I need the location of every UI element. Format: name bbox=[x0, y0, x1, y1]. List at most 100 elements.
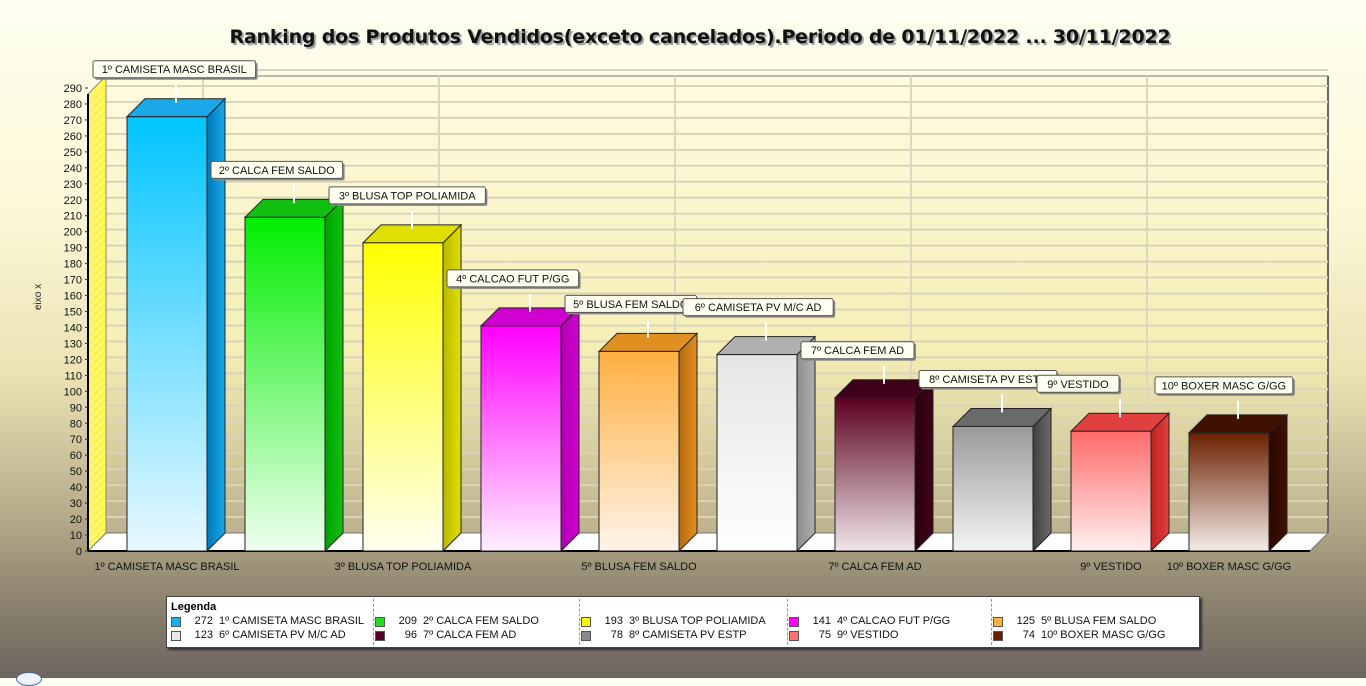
legend-divider bbox=[579, 599, 580, 645]
bar[interactable] bbox=[125, 84, 227, 553]
legend-item: 141 4º CALCAO FUT P/GG bbox=[789, 615, 989, 628]
bar[interactable] bbox=[1069, 399, 1171, 553]
y-tick-label: 150 bbox=[64, 307, 82, 319]
svg-text:2º CALCA FEM SALDO: 2º CALCA FEM SALDO bbox=[219, 165, 335, 177]
legend-swatch bbox=[789, 631, 799, 641]
legend-item: 78 8º CAMISETA PV ESTP bbox=[581, 629, 781, 642]
bar-callout-label: 9º VESTIDO bbox=[1036, 374, 1121, 395]
bar[interactable] bbox=[715, 322, 817, 553]
y-tick-label: 290 bbox=[64, 83, 82, 95]
bar-callout-label: 2º CALCA FEM SALDO bbox=[210, 160, 345, 181]
legend-swatch bbox=[993, 617, 1003, 627]
x-tick-label: 10º BOXER MASC G/GG bbox=[1167, 561, 1291, 573]
bar[interactable] bbox=[951, 394, 1053, 553]
x-tick-label: 5º BLUSA FEM SALDO bbox=[581, 561, 697, 573]
legend-label: 3º BLUSA TOP POLIAMIDA bbox=[629, 615, 766, 627]
legend-item: 75 9º VESTIDO bbox=[789, 629, 989, 642]
legend-value: 78 bbox=[610, 629, 623, 641]
legend-item: 209 2º CALCA FEM SALDO bbox=[375, 615, 575, 628]
svg-text:5º BLUSA FEM SALDO: 5º BLUSA FEM SALDO bbox=[573, 299, 689, 311]
x-tick-label: 9º VESTIDO bbox=[1080, 561, 1142, 573]
bar[interactable] bbox=[833, 365, 935, 553]
x-tick-label: 7º CALCA FEM AD bbox=[828, 561, 921, 573]
legend-swatch bbox=[171, 617, 181, 627]
legend-value: 125 bbox=[1016, 615, 1035, 627]
bar[interactable] bbox=[361, 210, 463, 553]
bar-chart-3d: 0 10 20 30 40 50 60 70 80 90 100 110 120 130 140 150 160… bbox=[64, 60, 1330, 573]
y-tick-label: 50 bbox=[70, 466, 82, 478]
y-tick-label: 190 bbox=[64, 243, 82, 255]
y-tick-label: 270 bbox=[64, 115, 82, 127]
y-tick-label: 0 bbox=[76, 546, 82, 558]
bar[interactable] bbox=[243, 185, 345, 553]
svg-text:4º CALCAO FUT P/GG: 4º CALCAO FUT P/GG bbox=[456, 273, 569, 285]
y-tick-label: 20 bbox=[70, 514, 82, 526]
y-tick-label: 120 bbox=[64, 354, 82, 366]
y-tick-label: 260 bbox=[64, 131, 82, 143]
legend-value: 193 bbox=[604, 615, 623, 627]
legend-item: 96 7º CALCA FEM AD bbox=[375, 629, 575, 642]
y-tick-label: 130 bbox=[64, 338, 82, 350]
y-tick-label: 220 bbox=[64, 195, 82, 207]
legend-value: 209 bbox=[398, 615, 417, 627]
x-tick-label: 3º BLUSA TOP POLIAMIDA bbox=[335, 561, 472, 573]
x-tick-label: 1º CAMISETA MASC BRASIL bbox=[94, 561, 239, 573]
y-tick-label: 60 bbox=[70, 450, 82, 462]
y-tick-label: 100 bbox=[64, 386, 82, 398]
y-tick-label: 200 bbox=[64, 227, 82, 239]
bar-callout-label: 7º CALCA FEM AD bbox=[800, 341, 916, 361]
svg-text:9º VESTIDO: 9º VESTIDO bbox=[1047, 379, 1109, 391]
svg-text:10º BOXER MASC G/GG: 10º BOXER MASC G/GG bbox=[1162, 380, 1286, 392]
y-tick-label: 30 bbox=[70, 498, 82, 510]
y-tick-label: 80 bbox=[70, 418, 82, 430]
legend-label: 9º VESTIDO bbox=[837, 629, 899, 641]
svg-text:3º BLUSA TOP POLIAMIDA: 3º BLUSA TOP POLIAMIDA bbox=[339, 190, 476, 202]
legend-label: 5º BLUSA FEM SALDO bbox=[1041, 615, 1157, 627]
y-tick-label: 180 bbox=[64, 259, 82, 271]
y-tick-label: 210 bbox=[64, 211, 82, 223]
y-tick-label: 10 bbox=[70, 530, 82, 542]
bar-callout-label: 6º CAMISETA PV M/C AD bbox=[682, 298, 836, 318]
legend-item: 74 10º BOXER MASC G/GG bbox=[993, 629, 1193, 642]
legend-divider bbox=[373, 599, 374, 645]
svg-text:6º CAMISETA PV M/C AD: 6º CAMISETA PV M/C AD bbox=[695, 302, 822, 314]
bar-callout-label: 10º BOXER MASC G/GG bbox=[1154, 376, 1295, 396]
legend-label: 1º CAMISETA MASC BRASIL bbox=[219, 615, 365, 627]
legend-swatch bbox=[375, 631, 385, 641]
legend-value: 74 bbox=[1022, 629, 1035, 641]
chart-title: Ranking dos Produtos Vendidos(exceto can… bbox=[229, 26, 1171, 48]
bar[interactable] bbox=[479, 293, 581, 553]
bar-callout-label: 8º CAMISETA PV ESTP bbox=[918, 369, 1059, 390]
legend-swatch bbox=[993, 631, 1003, 641]
legend-label: 4º CALCAO FUT P/GG bbox=[837, 615, 951, 627]
svg-text:8º CAMISETA PV ESTP: 8º CAMISETA PV ESTP bbox=[929, 374, 1047, 386]
legend-swatch bbox=[171, 631, 181, 641]
legend-value: 141 bbox=[812, 615, 831, 627]
bar[interactable] bbox=[597, 319, 699, 553]
legend-label: 2º CALCA FEM SALDO bbox=[423, 615, 539, 627]
y-tick-label: 240 bbox=[64, 163, 82, 175]
y-tick-label: 170 bbox=[64, 275, 82, 287]
legend-swatch bbox=[581, 617, 591, 627]
y-tick-label: 110 bbox=[64, 370, 82, 382]
svg-text:7º CALCA FEM AD: 7º CALCA FEM AD bbox=[811, 345, 904, 357]
y-tick-label: 40 bbox=[70, 482, 82, 494]
bar-callout-label: 3º BLUSA TOP POLIAMIDA bbox=[328, 186, 488, 206]
legend-item: 123 6º CAMISETA PV M/C AD bbox=[171, 629, 371, 642]
legend-divider bbox=[991, 599, 992, 645]
legend-divider bbox=[787, 599, 788, 645]
corner-widget-icon[interactable] bbox=[16, 672, 42, 686]
legend-swatch bbox=[375, 617, 385, 627]
legend-item: 272 1º CAMISETA MASC BRASIL bbox=[171, 615, 371, 628]
y-tick-label: 280 bbox=[64, 99, 82, 111]
legend-swatch bbox=[581, 631, 591, 641]
legend-title: Legenda bbox=[171, 601, 217, 613]
y-tick-label: 140 bbox=[64, 322, 82, 334]
bar[interactable] bbox=[1187, 400, 1289, 553]
legend-swatch bbox=[789, 617, 799, 627]
y-tick-label: 160 bbox=[64, 291, 82, 303]
bar-callout-label: 5º BLUSA FEM SALDO bbox=[564, 294, 699, 315]
legend-label: 8º CAMISETA PV ESTP bbox=[629, 629, 747, 641]
legend-item: 125 5º BLUSA FEM SALDO bbox=[993, 615, 1193, 628]
legend-value: 123 bbox=[194, 629, 213, 641]
